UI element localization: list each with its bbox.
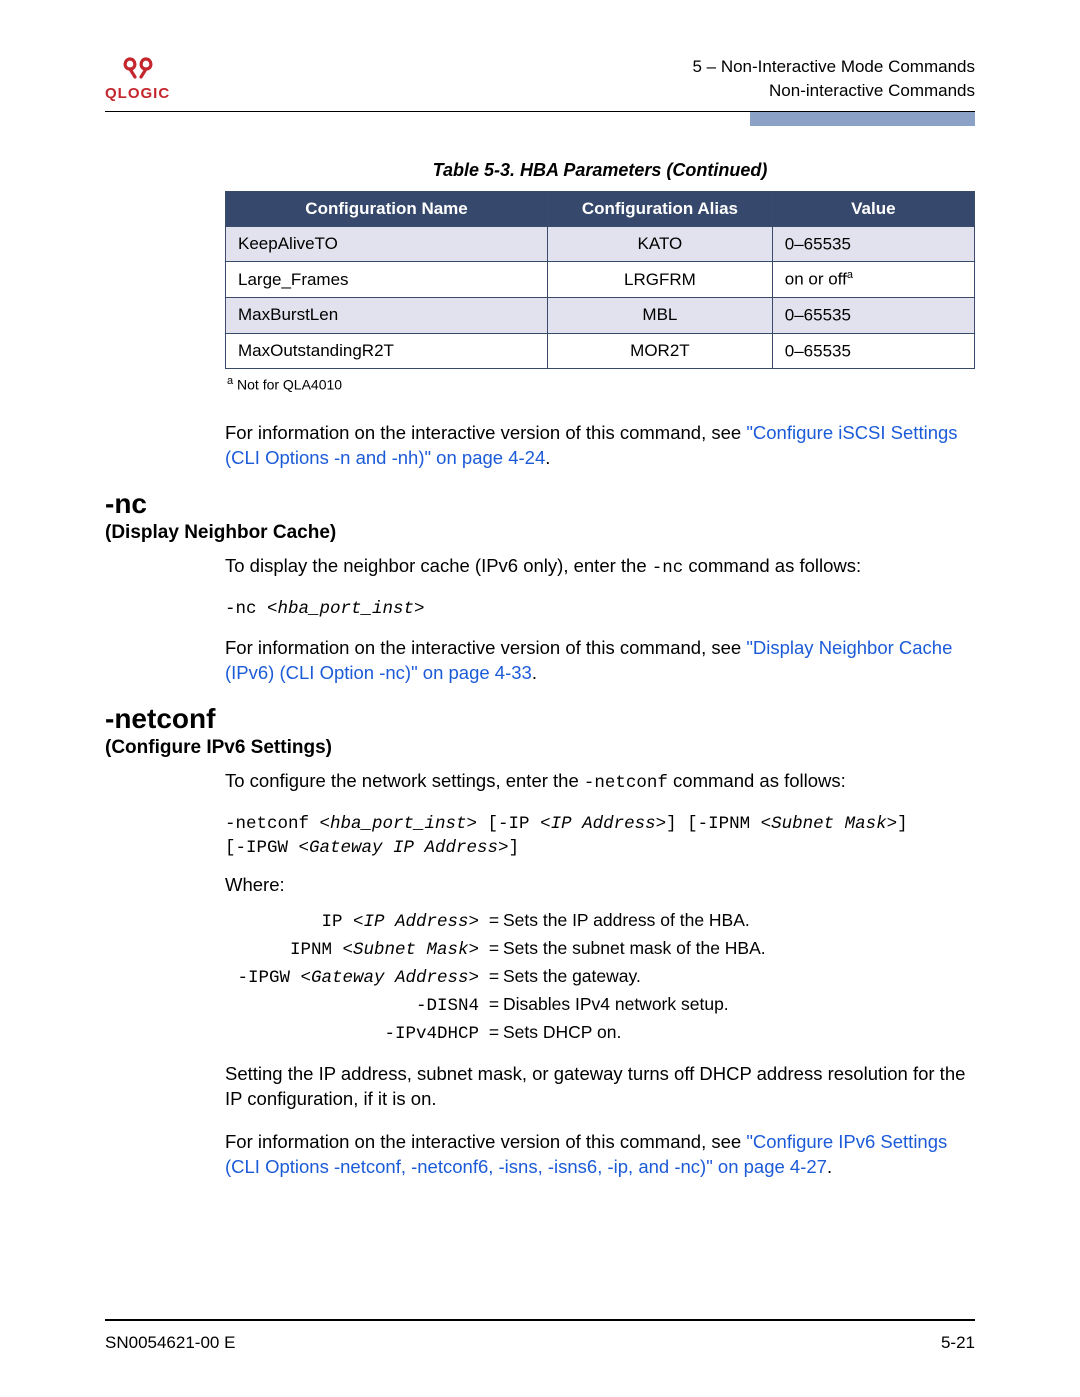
netconf-note: Setting the IP address, subnet mask, or … <box>225 1062 975 1112</box>
cell-alias: KATO <box>548 226 773 262</box>
netconf-heading: -netconf (Configure IPv6 Settings) <box>105 704 975 759</box>
nc-heading: -nc (Display Neighbor Cache) <box>105 489 975 544</box>
cell-alias: MBL <box>548 297 773 333</box>
accent-bar-row <box>105 112 975 126</box>
nc-cmd-name: -nc <box>105 489 975 520</box>
cell-value: 0–65535 <box>772 333 974 369</box>
page-header: QLOGIC 5 – Non-Interactive Mode Commands… <box>105 55 975 103</box>
def-row: IPNM <Subnet Mask> = Sets the subnet mas… <box>225 938 975 960</box>
cell-name: KeepAliveTO <box>226 226 548 262</box>
cell-name: MaxBurstLen <box>226 297 548 333</box>
cell-value: 0–65535 <box>772 226 974 262</box>
footer-right: 5-21 <box>941 1333 975 1353</box>
netconf-ref: For information on the interactive versi… <box>225 1130 975 1180</box>
logo: QLOGIC <box>105 55 170 102</box>
col-header-name: Configuration Name <box>226 191 548 226</box>
netconf-code: -netconf <hba_port_inst> [-IP <IP Addres… <box>225 813 975 860</box>
table-footnote: a Not for QLA4010 <box>227 375 975 393</box>
accent-bar <box>750 112 975 126</box>
definitions: IP <IP Address> = Sets the IP address of… <box>225 910 975 1044</box>
hba-parameters-table: Configuration Name Configuration Alias V… <box>225 191 975 370</box>
netconf-lead: To configure the network settings, enter… <box>225 769 975 796</box>
footer-rule <box>105 1319 975 1321</box>
def-row: -IPGW <Gateway Address> = Sets the gatew… <box>225 966 975 988</box>
def-row: -DISN4 = Disables IPv4 network setup. <box>225 994 975 1016</box>
col-header-alias: Configuration Alias <box>548 191 773 226</box>
table-row: MaxOutstandingR2T MOR2T 0–65535 <box>226 333 975 369</box>
nc-cmd-sub: (Display Neighbor Cache) <box>105 522 975 544</box>
nc-code: -nc <hba_port_inst> <box>225 598 975 622</box>
cell-value: on or offa <box>772 262 974 298</box>
netconf-cmd-name: -netconf <box>105 704 975 735</box>
nc-lead: To display the neighbor cache (IPv6 only… <box>225 554 975 581</box>
logo-text: QLOGIC <box>105 85 170 102</box>
cell-name: Large_Frames <box>226 262 548 298</box>
where-label: Where: <box>225 874 975 896</box>
table-row: KeepAliveTO KATO 0–65535 <box>226 226 975 262</box>
netconf-cmd-sub: (Configure IPv6 Settings) <box>105 737 975 759</box>
logo-mark-icon <box>119 55 157 83</box>
header-line1: 5 – Non-Interactive Mode Commands <box>692 55 975 79</box>
page-footer: SN0054621-00 E 5-21 <box>105 1319 975 1353</box>
table-row: MaxBurstLen MBL 0–65535 <box>226 297 975 333</box>
cell-alias: LRGFRM <box>548 262 773 298</box>
intro-paragraph: For information on the interactive versi… <box>225 421 975 471</box>
nc-ref: For information on the interactive versi… <box>225 636 975 686</box>
table-row: Large_Frames LRGFRM on or offa <box>226 262 975 298</box>
cell-value: 0–65535 <box>772 297 974 333</box>
header-text: 5 – Non-Interactive Mode Commands Non-in… <box>692 55 975 103</box>
col-header-value: Value <box>772 191 974 226</box>
def-row: IP <IP Address> = Sets the IP address of… <box>225 910 975 932</box>
def-row: -IPv4DHCP = Sets DHCP on. <box>225 1022 975 1044</box>
table-caption: Table 5-3. HBA Parameters (Continued) <box>225 160 975 181</box>
cell-alias: MOR2T <box>548 333 773 369</box>
cell-name: MaxOutstandingR2T <box>226 333 548 369</box>
footer-left: SN0054621-00 E <box>105 1333 235 1353</box>
header-line2: Non-interactive Commands <box>692 79 975 103</box>
